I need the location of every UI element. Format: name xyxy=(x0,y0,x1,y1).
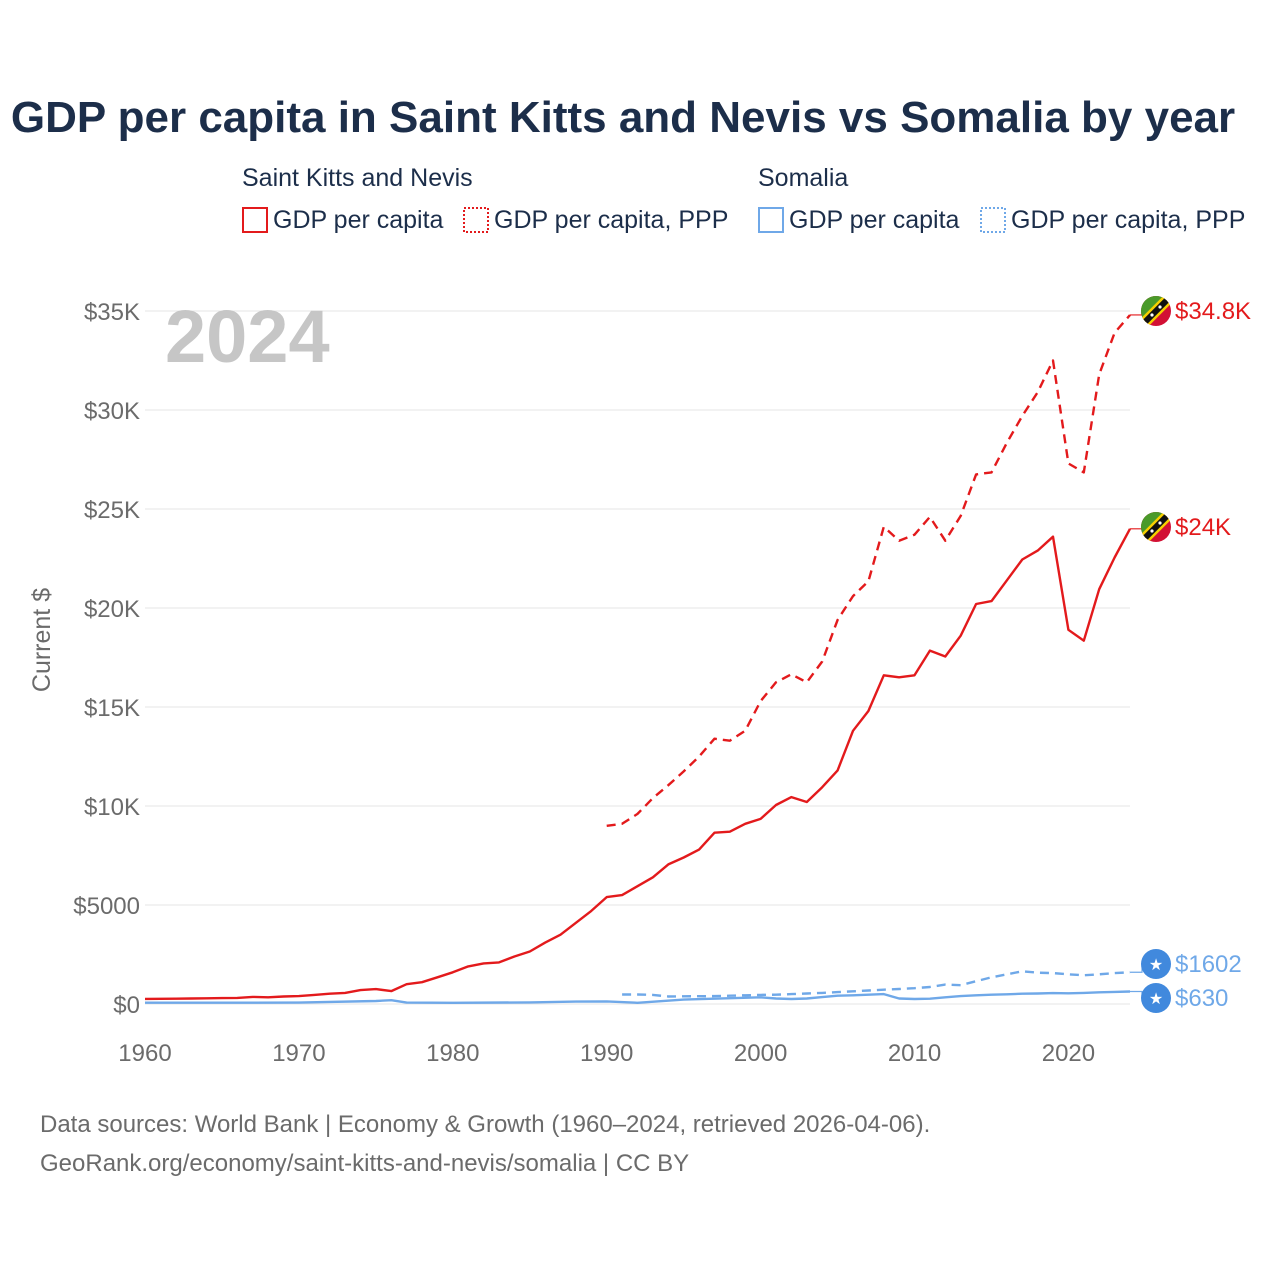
y-tick-label: $35K xyxy=(84,299,140,326)
y-tick-label: $5000 xyxy=(73,893,140,920)
series-line xyxy=(606,314,1131,827)
y-axis-ticks: $0 $5000 $10K $15K $20K $25K $30K $35K xyxy=(73,299,140,1019)
y-axis-title: Current $ xyxy=(28,588,56,692)
saint-kitts-flag-icon xyxy=(1141,512,1171,542)
footer-url: GeoRank.org/economy/saint-kitts-and-nevi… xyxy=(40,1150,689,1177)
series-line xyxy=(145,990,1131,1004)
somalia-flag-icon: ★ xyxy=(1141,983,1171,1013)
legend-swatch-som-ppp xyxy=(980,207,1006,233)
svg-text:★: ★ xyxy=(1149,957,1163,974)
saint-kitts-flag-icon xyxy=(1141,296,1171,326)
end-markers: $24K $34.8K ★ $630 ★ $1602 xyxy=(1130,296,1251,1013)
x-tick-label: 2010 xyxy=(888,1040,941,1067)
end-value-label: $34.8K xyxy=(1175,298,1251,325)
y-tick-label: $10K xyxy=(84,794,140,821)
legend-label-skn-ppp: GDP per capita, PPP xyxy=(494,206,728,234)
y-tick-label: $0 xyxy=(113,992,140,1019)
y-tick-label: $20K xyxy=(84,596,140,623)
gridlines xyxy=(145,310,1130,1005)
x-tick-label: 2000 xyxy=(734,1040,787,1067)
legend-group-somalia: Somalia xyxy=(758,164,848,192)
x-tick-label: 1990 xyxy=(580,1040,633,1067)
footer-sources: Data sources: World Bank | Economy & Gro… xyxy=(40,1111,930,1138)
end-value-label: $1602 xyxy=(1175,951,1242,978)
legend-label-som-gdp: GDP per capita xyxy=(789,206,960,234)
y-tick-label: $25K xyxy=(84,497,140,524)
x-tick-label: 1970 xyxy=(272,1040,325,1067)
series-line xyxy=(622,970,1131,998)
x-axis-ticks: 1960 1970 1980 1990 2000 2010 2020 xyxy=(118,1040,1095,1067)
series-lines xyxy=(144,314,1132,1004)
legend-swatch-skn-gdp xyxy=(242,207,268,233)
legend-label-som-ppp: GDP per capita, PPP xyxy=(1011,206,1245,234)
legend-swatch-skn-ppp xyxy=(463,207,489,233)
y-tick-label: $15K xyxy=(84,695,140,722)
legend-label-skn-gdp: GDP per capita xyxy=(273,206,444,234)
legend: Saint Kitts and Nevis Somalia GDP per ca… xyxy=(242,164,1245,234)
x-tick-label: 1980 xyxy=(426,1040,479,1067)
svg-text:★: ★ xyxy=(1149,991,1163,1008)
legend-group-saint-kitts: Saint Kitts and Nevis xyxy=(242,164,473,192)
legend-swatch-som-gdp xyxy=(758,207,784,233)
chart-title: GDP per capita in Saint Kitts and Nevis … xyxy=(11,93,1235,142)
somalia-flag-icon: ★ xyxy=(1141,949,1171,979)
x-tick-label: 2020 xyxy=(1042,1040,1095,1067)
end-value-label: $630 xyxy=(1175,985,1228,1012)
end-value-label: $24K xyxy=(1175,514,1231,541)
year-watermark: 2024 xyxy=(165,295,330,378)
x-tick-label: 1960 xyxy=(118,1040,171,1067)
series-line xyxy=(144,528,1132,1001)
y-tick-label: $30K xyxy=(84,398,140,425)
